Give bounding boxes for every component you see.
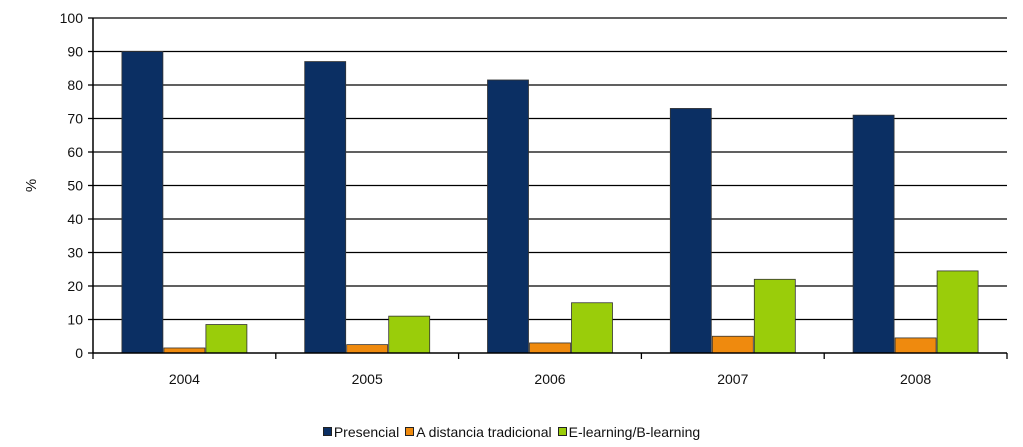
y-tick-label: 90	[67, 44, 83, 60]
bar-a-distancia-tradicional-2005	[346, 344, 389, 354]
y-axis-ticks: 0 10 20 30 40 50 60 70 80 90 100	[60, 10, 93, 361]
bar-e-learning-b-learning-2007	[753, 278, 796, 354]
bar-a-distancia-tradicional-2006	[529, 342, 571, 354]
x-tick-label: 2006	[534, 371, 565, 387]
y-tick-label: 70	[67, 111, 83, 127]
bar-presencial-2008	[852, 114, 895, 354]
bar-a-distancia-tradicional-2008	[894, 337, 937, 354]
legend-item: A distancia tradicional	[405, 423, 552, 440]
y-tick-label: 20	[67, 278, 83, 294]
bar-e-learning-b-learning-2004	[205, 324, 248, 354]
legend-swatch	[405, 427, 415, 436]
y-tick-label: 60	[67, 144, 83, 160]
bar-presencial-2004	[121, 51, 164, 354]
y-tick-label: 80	[67, 77, 83, 93]
bar-a-distancia-tradicional-2007	[711, 335, 754, 354]
bars	[121, 51, 979, 354]
bar-presencial-2005	[304, 61, 347, 354]
bar-a-distancia-tradicional-2004	[163, 347, 206, 354]
bar-e-learning-b-learning-2008	[936, 270, 979, 354]
x-tick-label: 2004	[169, 371, 200, 387]
legend-label: A distancia tradicional	[416, 423, 552, 440]
x-tick-label: 2007	[717, 371, 748, 387]
legend-label: E-learning/B-learning	[568, 423, 701, 440]
x-tick-label: 2005	[352, 371, 383, 387]
y-tick-label: 100	[60, 10, 84, 26]
y-tick-label: 0	[75, 345, 83, 361]
legend-swatch	[557, 427, 567, 436]
bar-e-learning-b-learning-2006	[571, 302, 613, 354]
x-axis-labels: 2004 2005 2006 2007 2008	[92, 353, 1008, 387]
y-tick-label: 10	[67, 312, 83, 328]
legend-label: Presencial	[333, 423, 400, 440]
y-tick-label: 30	[67, 245, 83, 261]
y-axis-title: %	[23, 179, 40, 192]
bar-e-learning-b-learning-2005	[388, 315, 431, 354]
legend-item: Presencial	[322, 423, 400, 440]
bar-presencial-2006	[487, 79, 529, 354]
legend-swatch	[322, 427, 332, 436]
y-tick-label: 40	[67, 211, 83, 227]
x-tick-label: 2008	[900, 371, 931, 387]
y-tick-label: 50	[67, 178, 83, 194]
bar-presencial-2007	[669, 108, 712, 354]
gridlines	[93, 17, 1007, 321]
legend-item: E-learning/B-learning	[557, 423, 701, 440]
legend: Presencial A distancia tradicional E-learn…	[0, 423, 1023, 440]
